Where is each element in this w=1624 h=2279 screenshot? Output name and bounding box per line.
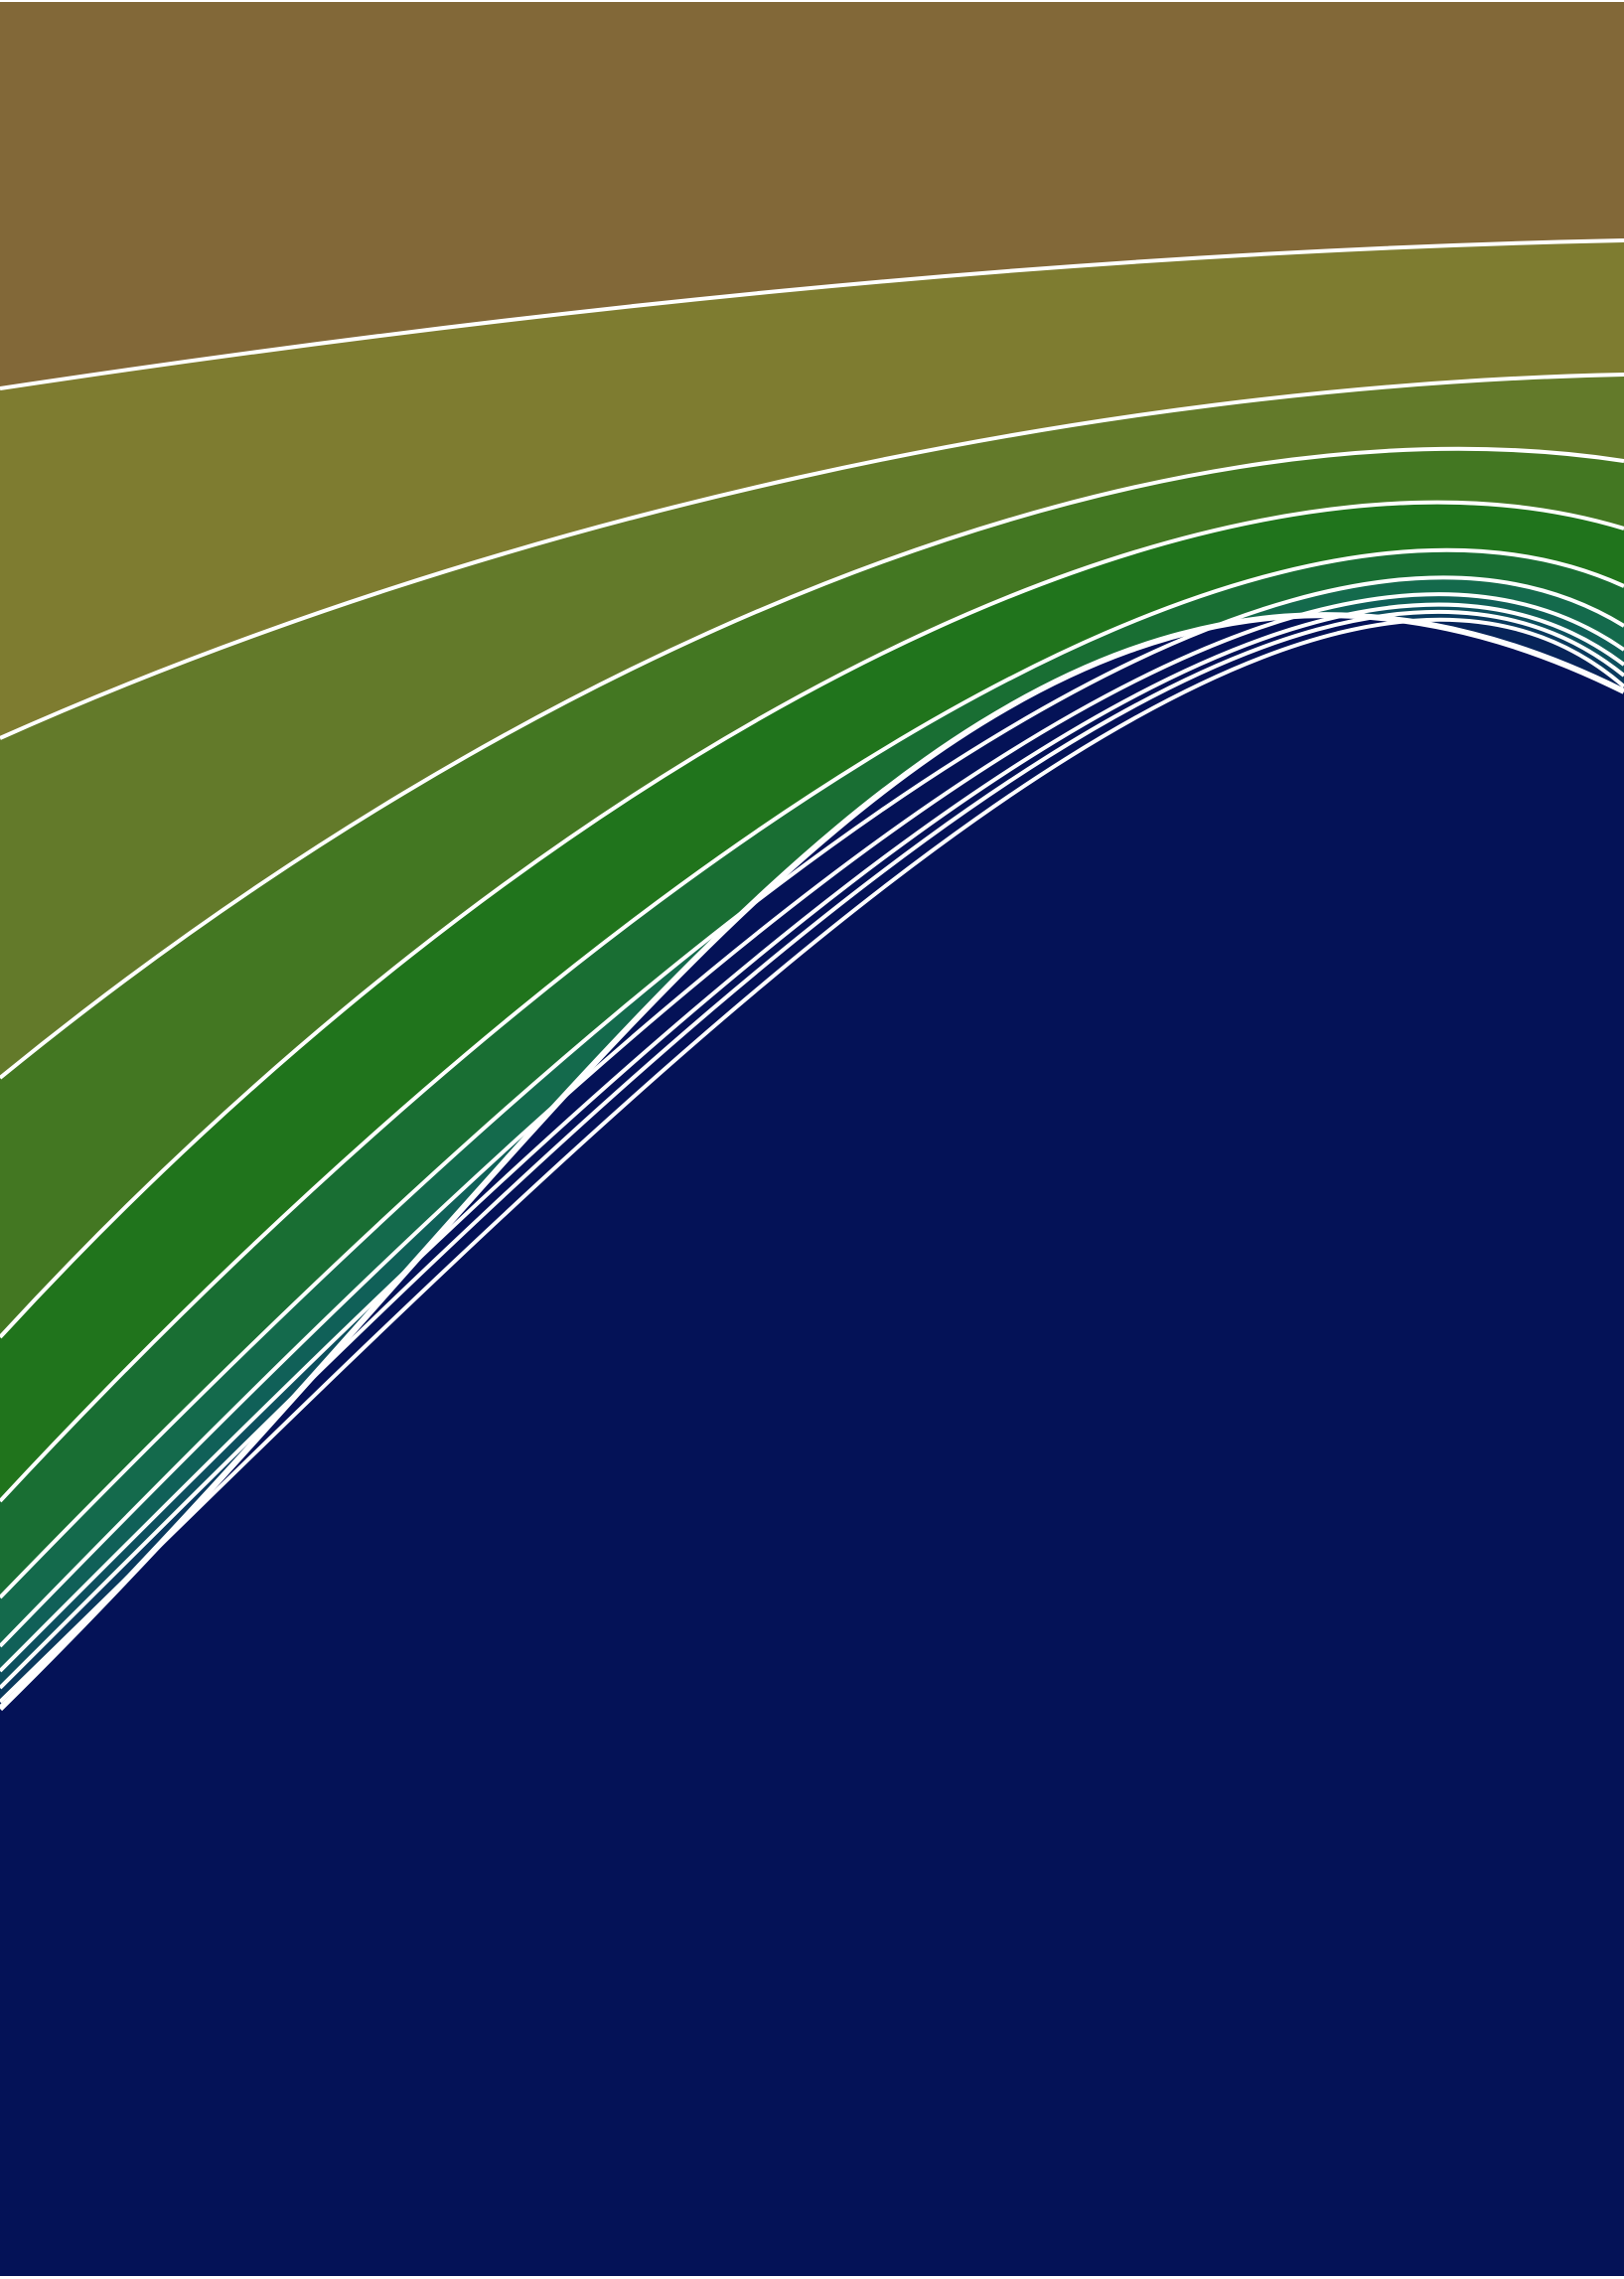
band-3 bbox=[0, 375, 1624, 1078]
separator-line bbox=[0, 238, 1624, 390]
band-2 bbox=[0, 240, 1624, 738]
separator-line bbox=[0, 446, 1624, 1080]
separator-line bbox=[0, 373, 1624, 740]
separator-line bbox=[0, 617, 1624, 1704]
separator-line bbox=[0, 612, 1624, 1712]
band-5 bbox=[0, 502, 1624, 1501]
separator-line bbox=[0, 602, 1624, 1673]
band-12 bbox=[0, 615, 1624, 2276]
separator-line bbox=[0, 547, 1624, 1503]
separator-line bbox=[0, 575, 1624, 1599]
wave-separators bbox=[0, 238, 1624, 1712]
band-1 bbox=[0, 2, 1624, 388]
separator-line bbox=[0, 592, 1624, 1648]
separator-line bbox=[0, 500, 1624, 1339]
band-4 bbox=[0, 448, 1624, 1337]
